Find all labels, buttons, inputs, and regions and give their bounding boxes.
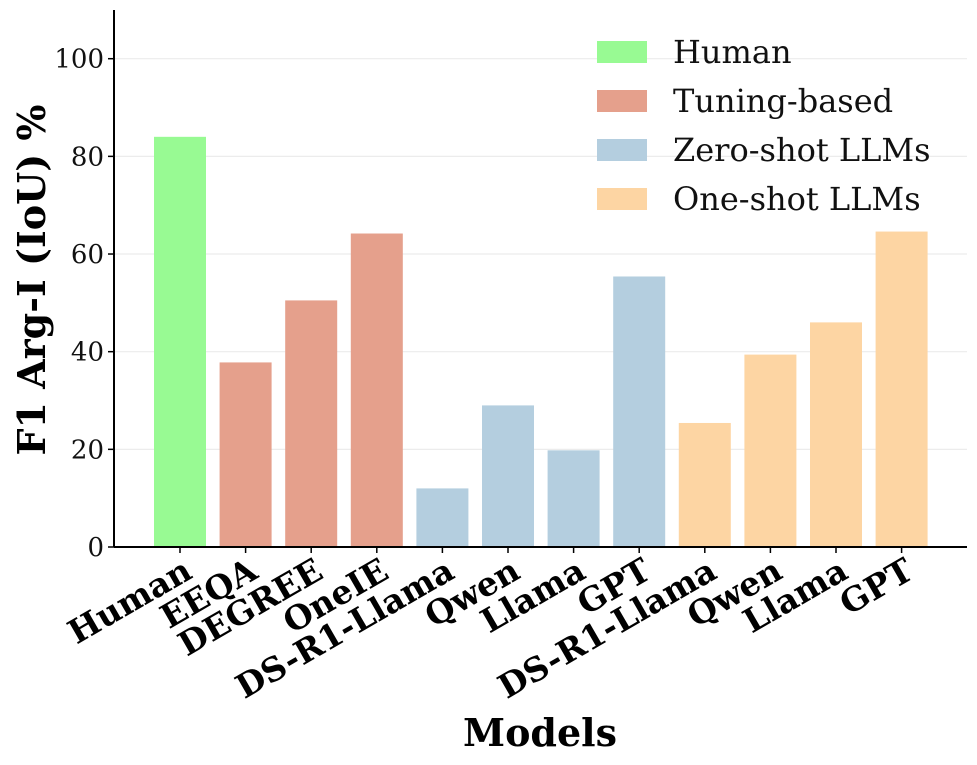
- y-tick-label: 80: [71, 142, 104, 172]
- legend-label: Zero-shot LLMs: [673, 131, 931, 169]
- y-axis-title: F1 Arg-I (IoU) %: [9, 104, 54, 455]
- legend-swatch: [597, 41, 647, 63]
- legend: Human Tuning-based Zero-shot LLMs One-shot …: [597, 33, 931, 218]
- legend-label: One-shot LLMs: [673, 180, 921, 218]
- x-tick-label: GPT: [833, 550, 920, 623]
- axes: [113, 10, 967, 548]
- bar-human-0: [154, 136, 206, 547]
- bar-ds-r1-llama-8: [678, 422, 731, 547]
- bar-qwen-5: [482, 405, 534, 547]
- bar-eeqa-1: [219, 362, 272, 547]
- bar-ds-r1-llama-4: [416, 488, 469, 547]
- x-axis-title: Models: [463, 710, 617, 755]
- legend-swatch: [597, 90, 647, 112]
- y-tick-label: 0: [87, 533, 104, 563]
- bar-degree-2: [285, 300, 338, 547]
- legend-swatch: [597, 139, 647, 161]
- y-tick-label: 40: [71, 338, 104, 368]
- bar-gpt-11: [875, 231, 928, 547]
- legend-swatch: [597, 188, 647, 210]
- y-tick-label: 20: [71, 435, 104, 465]
- y-ticks: 0 20 40 60 80 100: [54, 45, 114, 563]
- bar-llama-10: [810, 322, 862, 547]
- y-tick-label: 60: [71, 240, 104, 270]
- bar-oneie-3: [350, 233, 403, 547]
- bar-llama-6: [547, 450, 600, 547]
- bar-qwen-9: [744, 354, 797, 547]
- bar-gpt-7: [613, 276, 666, 547]
- legend-label: Human: [673, 33, 792, 71]
- y-tick-label: 100: [54, 45, 104, 75]
- legend-label: Tuning-based: [673, 82, 893, 120]
- bars: [154, 136, 928, 547]
- x-ticks: HumanEEQADEGREEOneIEDS-R1-LlamaQwenLlama…: [61, 547, 920, 706]
